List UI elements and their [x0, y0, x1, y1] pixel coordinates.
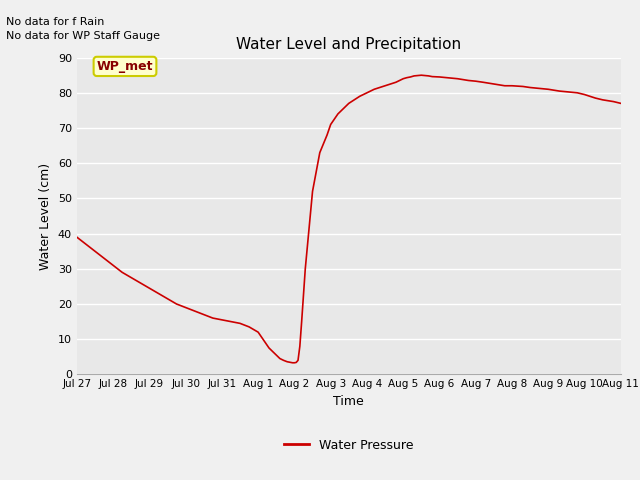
Text: WP_met: WP_met [97, 60, 153, 73]
Text: No data for WP Staff Gauge: No data for WP Staff Gauge [6, 31, 161, 41]
Y-axis label: Water Level (cm): Water Level (cm) [39, 162, 52, 270]
Title: Water Level and Precipitation: Water Level and Precipitation [236, 37, 461, 52]
Text: No data for f Rain: No data for f Rain [6, 17, 105, 27]
Legend: Water Pressure: Water Pressure [279, 434, 419, 457]
X-axis label: Time: Time [333, 395, 364, 408]
